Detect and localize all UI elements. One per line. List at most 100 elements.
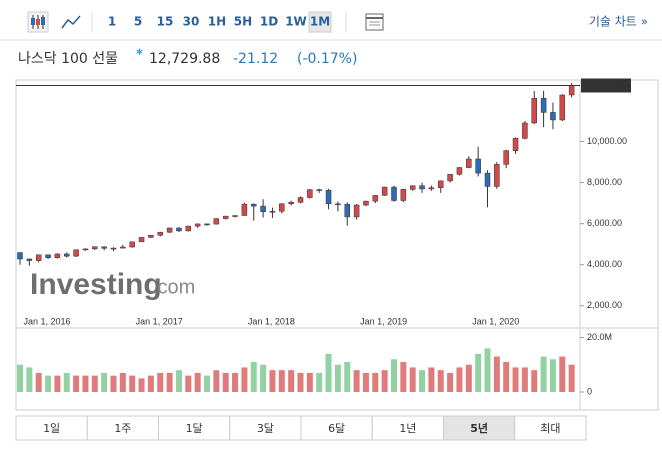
volume-bar: [381, 370, 388, 392]
range-tab-bg[interactable]: [371, 415, 444, 441]
volume-bar: [288, 370, 295, 392]
candle-body: [456, 167, 463, 175]
change-percent: (-0.17%): [297, 51, 357, 67]
candle-body: [64, 253, 70, 257]
range-tab[interactable]: 1주: [114, 422, 131, 435]
x-tick-label: Jan 1, 2018: [248, 316, 295, 326]
volume-bar: [260, 364, 267, 392]
candle-body: [185, 225, 192, 232]
volume-bar: [559, 356, 566, 392]
candle-body: [251, 203, 257, 207]
candle-body: [54, 253, 61, 258]
candle-body: [559, 94, 566, 121]
volume-tick-label: 20.0M: [587, 332, 612, 342]
watermark-suffix: .com: [152, 276, 195, 298]
volume-bar: [428, 367, 435, 392]
candle-body: [157, 231, 163, 236]
interval-button[interactable]: 1W: [285, 15, 307, 29]
volume-bar: [549, 359, 556, 392]
candle-body: [391, 186, 397, 201]
active-interval-bg: [308, 11, 332, 33]
candle-body: [82, 248, 89, 251]
candle-body: [148, 234, 154, 238]
volume-bar: [465, 364, 472, 392]
volume-bar: [325, 353, 332, 392]
volume-bar: [353, 370, 360, 392]
technical-chart-link[interactable]: 기술 차트 »: [589, 15, 648, 29]
candle-body: [92, 246, 98, 250]
candle-body: [101, 246, 107, 249]
candle-body: [568, 85, 575, 96]
candle-body: [540, 97, 547, 113]
candle-body: [381, 186, 388, 196]
interval-button[interactable]: 5H: [234, 15, 252, 29]
star: *: [136, 48, 143, 63]
candle-body: [372, 195, 379, 202]
range-tab[interactable]: 3달: [257, 422, 274, 435]
candle-icon[interactable]: [27, 11, 49, 33]
volume-bar: [232, 372, 239, 392]
volume-bar: [101, 372, 108, 392]
range-tab[interactable]: 최대: [540, 422, 560, 435]
interval-button[interactable]: 1M: [310, 15, 330, 29]
volume-bar: [175, 370, 182, 392]
candle-body: [279, 203, 285, 212]
volume-bar: [400, 362, 407, 392]
interval-button[interactable]: 1H: [208, 15, 226, 29]
volume-bar: [391, 359, 397, 392]
candle-body: [17, 252, 23, 260]
volume-bar: [540, 356, 547, 392]
candle-body: [232, 215, 238, 217]
volume-bar: [344, 362, 351, 392]
volume-bar: [129, 375, 136, 392]
volume-bar: [437, 370, 444, 392]
volume-bar: [372, 372, 379, 392]
candle-body: [73, 249, 79, 257]
range-tab-bg[interactable]: [443, 415, 516, 441]
candle-body: [45, 254, 51, 258]
candle-body: [307, 189, 313, 198]
last-price-label: 12,729.88: [584, 80, 624, 90]
line-icon[interactable]: [61, 15, 81, 29]
range-tab-bg[interactable]: [229, 415, 302, 441]
interval-button[interactable]: 5: [134, 15, 142, 29]
interval-button[interactable]: 15: [157, 15, 174, 29]
volume-bar: [110, 375, 117, 392]
volume-bar: [194, 372, 201, 392]
range-tab[interactable]: 1일: [43, 421, 60, 435]
settings-icon[interactable]: [365, 13, 384, 31]
candle-body: [213, 218, 220, 225]
y-tick-label: 4,000.00: [587, 259, 622, 269]
range-tab[interactable]: 1년: [399, 422, 416, 435]
range-tab[interactable]: 6달: [328, 422, 345, 435]
volume-bar: [82, 375, 89, 392]
candle-body: [260, 205, 266, 212]
volume-bar: [138, 378, 145, 392]
candle-body: [438, 180, 444, 188]
y-tick-label: 10,000.00: [587, 136, 627, 146]
candle-body: [120, 246, 126, 249]
volume-bar: [35, 372, 42, 392]
range-tab[interactable]: 1달: [186, 422, 203, 435]
volume-bar: [26, 367, 33, 392]
candle-body: [269, 210, 276, 213]
volume-bar: [250, 362, 257, 392]
watermark-brand: Investing: [30, 268, 162, 301]
interval-button[interactable]: 1: [108, 15, 116, 29]
candle-body: [475, 158, 481, 174]
y-tick-label: 6,000.00: [587, 218, 622, 228]
volume-bar: [73, 375, 80, 392]
volume-bar: [419, 370, 426, 392]
range-tab-bg[interactable]: [300, 415, 373, 441]
range-tab-bg[interactable]: [514, 415, 587, 441]
candle-body: [363, 200, 369, 206]
volume-bar: [213, 370, 220, 392]
candle-body: [204, 223, 210, 226]
range-tab[interactable]: 5년: [470, 421, 488, 435]
interval-button[interactable]: 30: [183, 15, 200, 29]
candle-body: [110, 247, 117, 250]
volume-bar: [17, 364, 23, 392]
chart-frame: [15, 79, 659, 411]
candle-body: [503, 150, 509, 165]
interval-button[interactable]: 1D: [260, 15, 278, 29]
